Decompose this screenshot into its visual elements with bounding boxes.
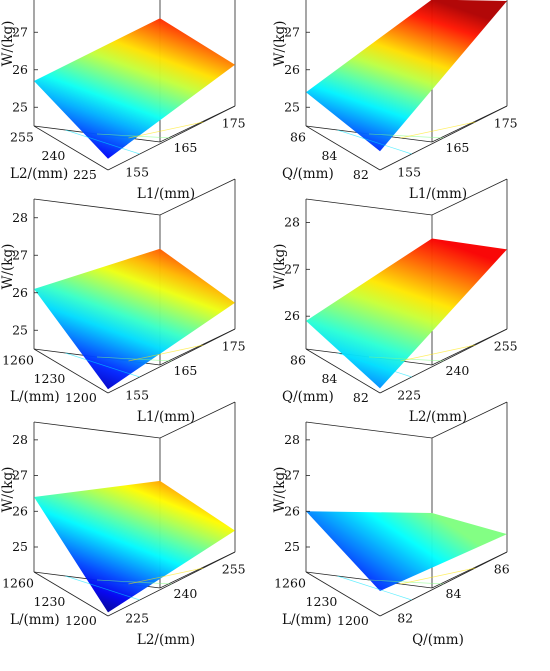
x-tick-label: 225 [397, 387, 421, 402]
z-tick-label: 27 [284, 24, 300, 39]
y-tick-label: 1260 [274, 576, 306, 591]
y-tick-label: 1200 [65, 390, 97, 405]
y-axis-label: L2/(mm) [10, 166, 68, 182]
x-tick-label: 84 [446, 586, 462, 601]
z-axis-label: W/(kg) [272, 244, 288, 290]
surface-plot-4: 26 27 28 82 84 86 225 240 255 W/(kg) Q/(mm) L2/(mm) [272, 178, 518, 425]
x-tick-label: 155 [125, 164, 149, 179]
y-tick-label: 84 [321, 148, 337, 163]
surface-plot-2: 25 26 27 28 82 84 86 155 165 175 W/(kg) Q/(mm) L1/(m… [272, 0, 518, 202]
x-axis-label: L2/(mm) [137, 632, 195, 648]
z-tick-label: 27 [12, 24, 28, 39]
x-tick-label: 175 [222, 339, 246, 354]
x-tick-label: 175 [494, 116, 518, 131]
surface-mesh [306, 238, 507, 389]
z-axis-label: W/(kg) [0, 467, 16, 513]
x-tick-label: 240 [174, 586, 198, 601]
z-tick-label: 27 [284, 468, 300, 483]
y-axis-label: Q/(mm) [282, 166, 334, 182]
axis-box [305, 401, 508, 617]
y-axis-label: L/(mm) [10, 612, 60, 628]
y-tick-label: 225 [73, 167, 97, 182]
z-tick-label: 27 [284, 261, 300, 276]
axis-box [33, 178, 236, 394]
z-tick-label: 26 [284, 503, 300, 518]
x-tick-label: 86 [494, 562, 510, 577]
surface-mesh [34, 248, 235, 390]
x-tick-label: 165 [446, 140, 470, 155]
x-axis-label: Q/(mm) [412, 632, 464, 648]
z-tick-label: 26 [12, 62, 28, 77]
z-tick-label: 27 [12, 247, 28, 262]
y-tick-label: 1200 [337, 613, 369, 628]
surface-mesh [34, 480, 235, 613]
z-axis-label: W/(kg) [272, 21, 288, 67]
y-tick-label: 255 [10, 130, 34, 145]
x-tick-label: 175 [222, 116, 246, 131]
z-tick-label: 26 [284, 308, 300, 323]
y-tick-label: 84 [321, 371, 337, 386]
y-tick-label: 86 [290, 353, 306, 368]
z-tick-label: 25 [284, 539, 300, 554]
x-tick-label: 255 [494, 339, 518, 354]
x-axis-label: L1/(mm) [137, 409, 195, 425]
y-tick-label: 86 [290, 130, 306, 145]
z-axis-label: W/(kg) [0, 21, 16, 67]
z-tick-label: 25 [12, 99, 28, 114]
z-tick-label: 27 [12, 468, 28, 483]
y-axis-label: L/(mm) [10, 389, 60, 405]
y-tick-label: 82 [353, 390, 369, 405]
z-tick-label: 28 [284, 432, 300, 447]
surface-mesh [34, 18, 235, 159]
x-tick-label: 165 [174, 363, 198, 378]
x-tick-label: 225 [125, 610, 149, 625]
z-tick-label: 28 [12, 210, 28, 225]
y-tick-label: 1230 [34, 594, 66, 609]
z-tick-label: 28 [12, 0, 28, 2]
x-tick-label: 155 [125, 387, 149, 402]
z-axis-label: W/(kg) [0, 244, 16, 290]
z-tick-label: 28 [12, 432, 28, 447]
z-axis-label: W/(kg) [272, 467, 288, 513]
x-tick-label: 240 [446, 363, 470, 378]
y-tick-label: 240 [42, 148, 66, 163]
z-tick-label: 25 [12, 322, 28, 337]
x-tick-label: 165 [174, 140, 198, 155]
x-tick-label: 255 [222, 562, 246, 577]
y-tick-label: 1230 [306, 594, 338, 609]
y-tick-label: 1230 [34, 371, 66, 386]
x-tick-label: 82 [397, 610, 413, 625]
surface-plot-1: 25 26 27 28 225 240 255 155 165 175 W/(kg) L2/(mm) L… [0, 0, 246, 202]
y-tick-label: 1200 [65, 613, 97, 628]
y-axis-label: Q/(mm) [282, 389, 334, 405]
z-tick-label: 25 [12, 539, 28, 554]
x-axis-label: L2/(mm) [409, 409, 467, 425]
y-tick-label: 1260 [2, 576, 34, 591]
x-axis-label: L1/(mm) [409, 186, 467, 202]
surface-mesh [306, 511, 507, 591]
surface-mesh [306, 0, 507, 152]
z-tick-label: 26 [284, 62, 300, 77]
y-tick-label: 82 [353, 167, 369, 182]
z-tick-label: 28 [284, 214, 300, 229]
x-tick-label: 155 [397, 164, 421, 179]
x-axis-label: L1/(mm) [137, 186, 195, 202]
y-axis-label: L/(mm) [282, 612, 332, 628]
z-tick-label: 25 [284, 99, 300, 114]
y-tick-label: 1260 [2, 353, 34, 368]
z-tick-label: 26 [12, 285, 28, 300]
z-tick-label: 26 [12, 503, 28, 518]
z-tick-label: 28 [284, 0, 300, 2]
